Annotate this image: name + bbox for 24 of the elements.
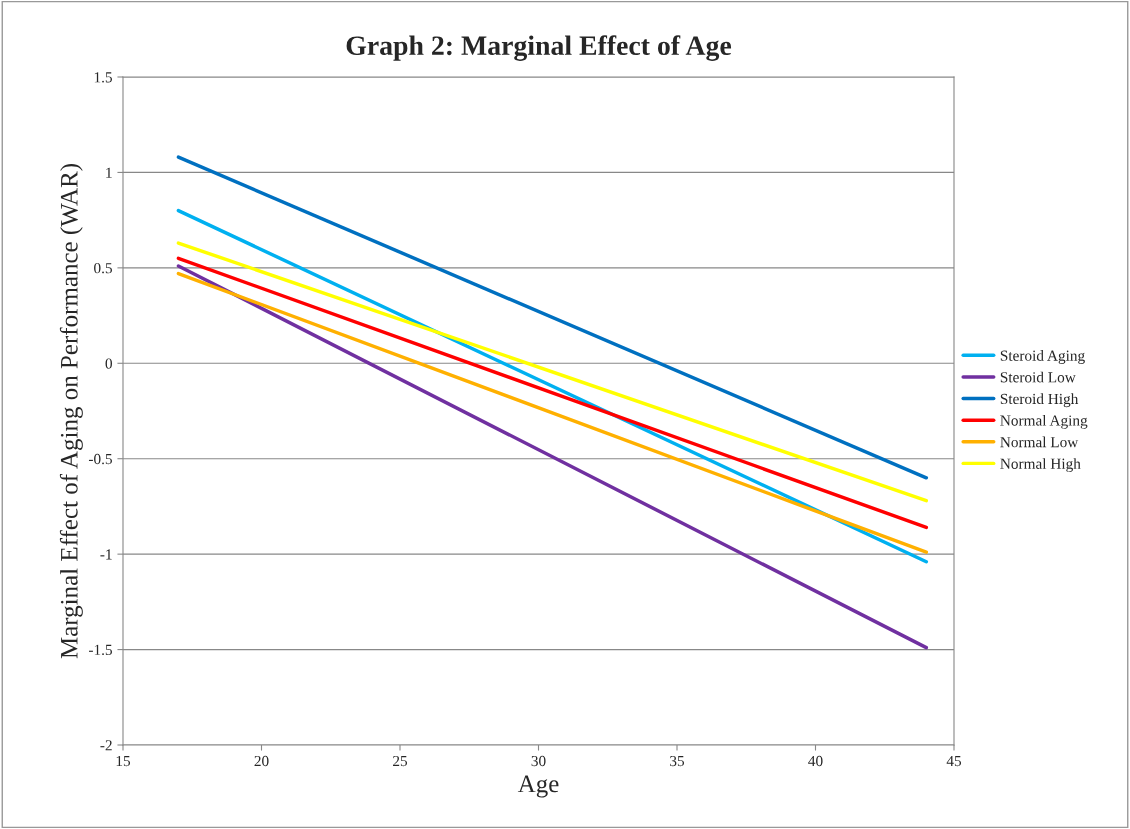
x-tick-label: 25 <box>393 755 408 767</box>
legend-label: Steroid Aging <box>1000 350 1085 364</box>
x-axis-title: Age <box>517 775 559 798</box>
x-tick-label: 30 <box>531 755 546 767</box>
x-tick-label: 35 <box>670 755 685 767</box>
chart-title: Graph 2: Marginal Effect of Age <box>346 35 732 61</box>
y-tick-label: -2 <box>100 740 112 751</box>
y-tick-label: 1.5 <box>94 72 112 83</box>
x-tick-label: 45 <box>946 755 962 767</box>
legend-label: Steroid Low <box>1000 371 1076 383</box>
legend-label: Normal High <box>1000 458 1081 473</box>
legend-label: Steroid High <box>1000 393 1079 408</box>
legend-label: Normal Low <box>1000 436 1079 448</box>
y-axis-title: Marginal Effect of Aging on Performance (WAR) <box>59 164 83 659</box>
y-tick-label: 1 <box>106 167 112 178</box>
x-tick-label: 40 <box>808 755 823 767</box>
y-tick-label: 0.5 <box>94 263 112 274</box>
x-tick-label: 15 <box>116 755 131 767</box>
legend-label: Normal Aging <box>1000 414 1088 429</box>
y-tick-label: -1 <box>100 549 112 560</box>
y-tick-label: -1.5 <box>88 644 112 656</box>
x-tick-label: 20 <box>254 755 269 767</box>
y-tick-label: -0.5 <box>88 453 112 465</box>
y-tick-label: 0 <box>105 358 112 369</box>
